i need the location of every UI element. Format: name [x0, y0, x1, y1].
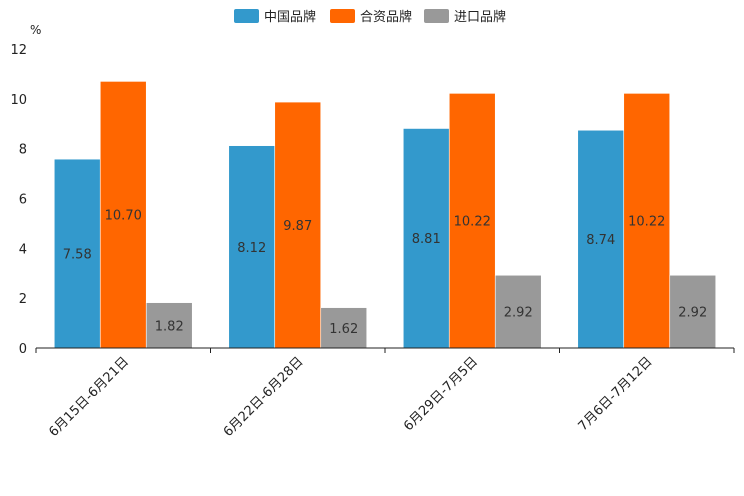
x-category-label-4: 7月6日-7月12日: [576, 354, 656, 434]
y-tick-label: 12: [10, 43, 27, 58]
legend-label-3: 进口品牌: [454, 9, 506, 25]
data-label-4-1: 8.74: [586, 233, 615, 248]
y-tick-label: 10: [10, 93, 27, 108]
y-tick-label: 0: [19, 342, 27, 357]
x-category-label-2: 6月22日-6月28日: [221, 354, 307, 440]
y-tick-label: 4: [19, 242, 27, 257]
data-label-1-3: 1.82: [155, 319, 184, 334]
bar-1-3: [145, 302, 193, 349]
data-label-2-3: 1.62: [329, 322, 358, 337]
bar-1-1: [53, 158, 101, 349]
legend-swatch-1: [234, 9, 259, 23]
bar-1-2: [99, 81, 147, 349]
x-axis: 6月15日-6月21日 6月22日-6月28日 6月29日-7月5日 7月6日-7月1…: [35, 347, 735, 440]
bar-2-3: [320, 307, 368, 349]
data-label-1-2: 10.70: [105, 209, 142, 224]
data-label-3-2: 10.22: [454, 215, 491, 230]
bar-4-2: [623, 93, 671, 349]
data-label-3-3: 2.92: [504, 306, 533, 321]
bar-2-1: [228, 145, 276, 349]
data-label-4-2: 10.22: [628, 215, 665, 230]
legend-label-2: 合资品牌: [360, 9, 412, 25]
y-tick-label: 6: [19, 193, 27, 208]
legend-label-1: 中国品牌: [264, 9, 316, 25]
x-category-label-1: 6月15日-6月21日: [46, 354, 132, 440]
x-category-label-3: 6月29日-7月5日: [401, 354, 481, 434]
bar-4-1: [577, 129, 625, 349]
legend-swatch-2: [330, 9, 355, 23]
data-label-2-1: 8.12: [237, 241, 266, 256]
y-tick-label: 8: [19, 143, 27, 158]
y-axis-unit-label: %: [30, 23, 41, 37]
y-axis: 0 2 4 6 8 10 12: [10, 43, 27, 357]
data-labels: 7.58 10.70 1.82 8.12 9.87 1.62 8.81 10.22 2.92 8.…: [63, 209, 707, 337]
data-label-4-3: 2.92: [678, 306, 707, 321]
y-tick-label: 2: [19, 292, 27, 307]
chart-legend[interactable]: 中国品牌 合资品牌 进口品牌: [234, 9, 506, 25]
bar-series: [53, 81, 717, 349]
data-label-1-1: 7.58: [63, 248, 92, 263]
bar-2-2: [274, 101, 322, 349]
data-label-3-1: 8.81: [412, 232, 441, 247]
data-label-2-2: 9.87: [283, 219, 312, 234]
bar-3-2: [448, 93, 496, 349]
legend-swatch-3: [424, 9, 449, 23]
bar-4-3: [669, 274, 717, 349]
